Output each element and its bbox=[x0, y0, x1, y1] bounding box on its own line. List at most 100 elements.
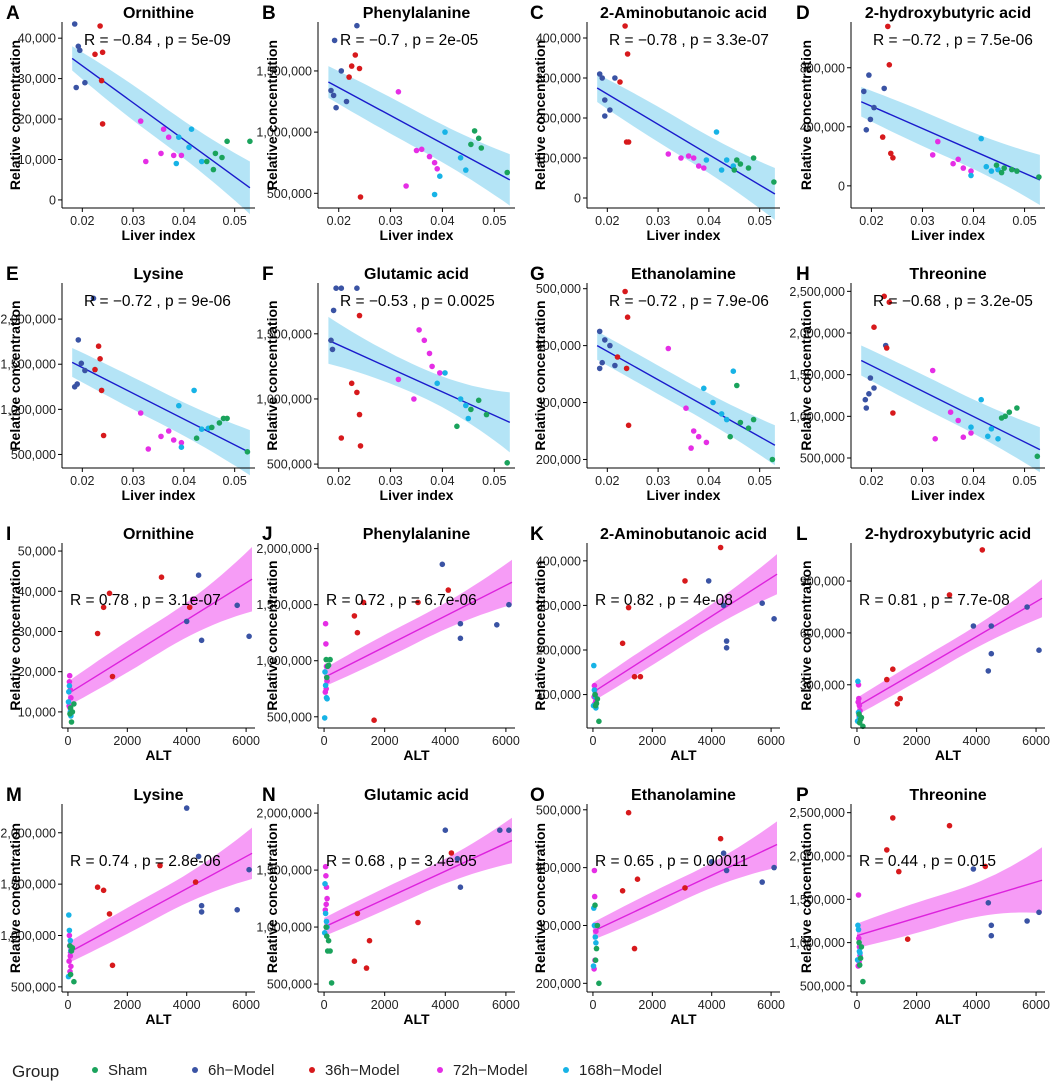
y-tick-label: 200,000 bbox=[536, 112, 581, 126]
y-tick-label: 2,000,000 bbox=[256, 542, 312, 556]
regression-line bbox=[860, 101, 1041, 181]
y-tick-label: 500,000 bbox=[536, 282, 581, 296]
confidence-band bbox=[857, 847, 1042, 948]
data-point-72h-model bbox=[323, 901, 330, 908]
x-tick-label: 0.03 bbox=[910, 474, 934, 488]
data-point-72h-model bbox=[178, 152, 185, 159]
data-point-168h-model bbox=[178, 444, 185, 451]
x-axis-label: Liver index bbox=[911, 487, 985, 503]
data-point-72h-model bbox=[170, 437, 177, 443]
data-point-36h-model bbox=[351, 958, 358, 964]
data-point-72h-model bbox=[178, 439, 185, 446]
y-tick-label: 300,000 bbox=[536, 599, 581, 613]
data-point-72h-model bbox=[955, 156, 961, 163]
chart-title: 2-Aminobutanoic acid bbox=[600, 526, 767, 543]
data-point-6h-model bbox=[771, 864, 777, 871]
data-point-72h-model bbox=[701, 165, 707, 171]
data-point-6h-model bbox=[82, 367, 88, 374]
data-point-6h-model bbox=[333, 104, 339, 111]
data-point-6h-model bbox=[607, 107, 613, 113]
data-point-72h-model bbox=[855, 892, 862, 898]
panel-m: M Lysine 500,000 1,000,000 1,500,000 2,000,00… bbox=[0, 785, 260, 1027]
y-tick-label: 1,000,000 bbox=[256, 392, 312, 406]
data-point-sham bbox=[468, 406, 474, 413]
y-tick-label: 1,000,000 bbox=[256, 126, 312, 140]
data-point-72h-model bbox=[665, 345, 672, 352]
legend-marker-6h-model bbox=[192, 1067, 198, 1074]
y-axis-label: Relative concentration bbox=[7, 40, 23, 190]
data-point-168h-model bbox=[590, 963, 597, 969]
data-point-6h-model bbox=[354, 22, 360, 29]
panel-h: H Threonine 500,000 1,000,000 1,500,000 2,000… bbox=[789, 264, 1045, 503]
confidence-band bbox=[72, 348, 250, 476]
data-point-sham bbox=[769, 456, 776, 463]
data-point-sham bbox=[750, 155, 757, 161]
data-point-sham bbox=[224, 138, 230, 145]
x-tick-label: 0.03 bbox=[378, 214, 402, 228]
data-point-36h-model bbox=[445, 587, 452, 593]
legend-marker-sham bbox=[92, 1067, 98, 1074]
data-point-36h-model bbox=[890, 815, 896, 821]
data-point-sham bbox=[483, 411, 490, 418]
data-point-sham bbox=[504, 460, 511, 466]
x-tick-label: 0.04 bbox=[172, 214, 196, 228]
data-point-6h-model bbox=[970, 866, 977, 872]
correlation-stat: R = −0.53 , p = 0.0025 bbox=[340, 293, 495, 310]
confidence-band bbox=[328, 316, 510, 453]
data-point-6h-model bbox=[71, 384, 78, 390]
data-point-sham bbox=[592, 902, 598, 908]
data-point-168h-model bbox=[191, 387, 197, 394]
data-point-72h-model bbox=[426, 153, 433, 160]
data-point-168h-model bbox=[855, 922, 861, 929]
y-tick-label: 1,500,000 bbox=[0, 878, 56, 892]
chart-title: Ornithine bbox=[123, 5, 194, 22]
data-point-72h-model bbox=[143, 158, 149, 165]
data-point-sham bbox=[220, 415, 227, 422]
data-point-72h-model bbox=[165, 428, 172, 434]
data-point-72h-model bbox=[695, 163, 702, 169]
y-tick-label: 1,000,000 bbox=[256, 921, 312, 935]
legend-item-sham: Sham bbox=[92, 1062, 147, 1079]
x-tick-label: 6000 bbox=[757, 734, 785, 748]
data-point-168h-model bbox=[968, 424, 974, 431]
x-tick-label: 0.03 bbox=[121, 214, 145, 228]
data-point-72h-model bbox=[591, 682, 598, 689]
data-point-36h-model bbox=[357, 443, 364, 449]
data-point-72h-model bbox=[947, 409, 954, 416]
y-tick-label: 30,000 bbox=[18, 625, 56, 639]
data-point-6h-model bbox=[988, 932, 995, 939]
data-point-168h-model bbox=[591, 662, 597, 669]
data-point-72h-model bbox=[855, 699, 861, 705]
x-tick-label: 2000 bbox=[638, 998, 666, 1012]
data-point-36h-model bbox=[982, 863, 989, 870]
y-tick-label: 200,000 bbox=[536, 977, 581, 991]
data-point-sham bbox=[592, 691, 598, 698]
data-point-6h-model bbox=[78, 360, 85, 367]
x-tick-label: 2000 bbox=[371, 734, 399, 748]
x-axis-label: ALT bbox=[670, 747, 697, 763]
y-axis-label: Relative concentration bbox=[264, 300, 280, 450]
data-point-168h-model bbox=[66, 912, 72, 918]
data-point-36h-model bbox=[338, 435, 345, 441]
data-point-36h-model bbox=[614, 354, 621, 360]
data-point-6h-model bbox=[602, 97, 608, 103]
data-point-36h-model bbox=[448, 850, 455, 856]
x-tick-label: 0.04 bbox=[172, 474, 196, 488]
y-tick-label: 500,000 bbox=[267, 710, 312, 724]
correlation-stat: R = −0.72 , p = 9e-06 bbox=[84, 293, 231, 310]
data-point-72h-model bbox=[68, 963, 74, 970]
data-point-6h-model bbox=[198, 909, 205, 915]
data-point-6h-model bbox=[183, 618, 190, 625]
correlation-stat: R = −0.72 , p = 7.9e-06 bbox=[609, 293, 769, 310]
data-point-168h-model bbox=[983, 163, 990, 170]
y-axis-label: Relative concentration bbox=[532, 300, 548, 450]
data-point-168h-model bbox=[718, 411, 725, 417]
panel-letter: J bbox=[262, 524, 273, 545]
correlation-stat: R = −0.78 , p = 3.3e-07 bbox=[609, 32, 769, 49]
y-tick-label: 2,000,000 bbox=[0, 313, 56, 327]
panel-letter: A bbox=[6, 3, 20, 24]
data-point-168h-model bbox=[978, 396, 984, 403]
data-point-36h-model bbox=[354, 389, 360, 396]
data-point-72h-model bbox=[416, 327, 422, 333]
chart-title: Glutamic acid bbox=[364, 266, 469, 283]
